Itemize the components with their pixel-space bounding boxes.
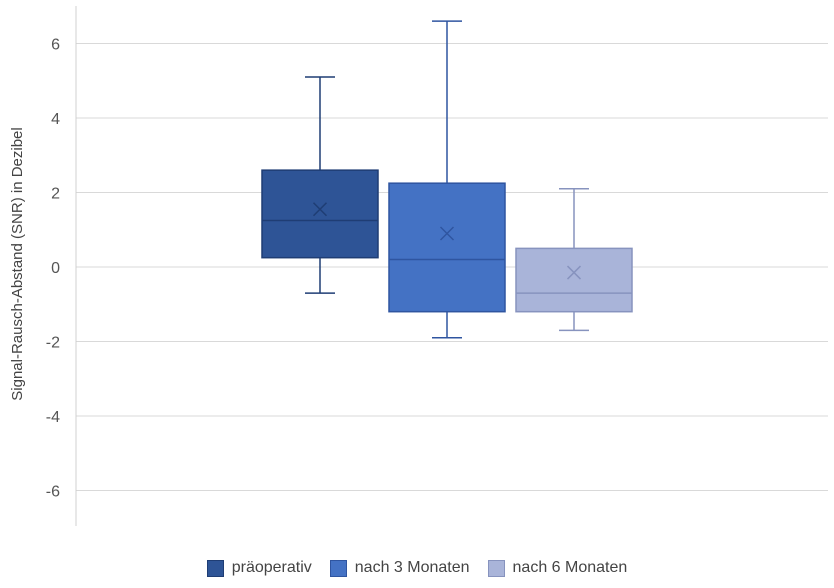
y-tick-label: -4 <box>46 409 60 426</box>
box-1 <box>261 76 379 294</box>
boxes <box>261 20 633 339</box>
box-plot-chart: 6 4 2 0 -2 -4 -6 Signal-Rausch-Abstand (SNR) i… <box>9 6 828 526</box>
mean-marker <box>439 226 455 241</box>
y-tick-label: -2 <box>46 335 60 352</box>
y-axis: 6 4 2 0 -2 -4 -6 <box>46 6 77 526</box>
legend-item: nach 3 Monaten <box>329 559 470 577</box>
box-iqr <box>388 182 506 313</box>
mean-marker <box>566 265 582 280</box>
box-2 <box>388 20 506 339</box>
box-3 <box>515 188 633 332</box>
legend-swatch <box>487 559 505 577</box>
y-tick-label: -6 <box>46 484 60 501</box>
legend: präoperativ nach 3 Monaten nach 6 Monaten <box>0 556 834 580</box>
mean-marker <box>312 202 328 217</box>
y-tick-label: 4 <box>51 111 60 128</box>
legend-item: nach 6 Monaten <box>487 559 628 577</box>
box-iqr <box>515 247 633 313</box>
y-tick-label: 2 <box>51 186 60 203</box>
legend-swatch <box>206 559 224 577</box>
legend-swatch <box>329 559 347 577</box>
legend-label: nach 3 Monaten <box>354 559 470 576</box>
legend-item: präoperativ <box>206 559 312 577</box>
y-tick-label: 6 <box>51 37 60 54</box>
legend-label: nach 6 Monaten <box>512 559 628 576</box>
y-axis-label: Signal-Rausch-Abstand (SNR) in Dezibel <box>9 127 26 400</box>
y-tick-label: 0 <box>51 260 60 277</box>
legend-label: präoperativ <box>231 559 312 576</box>
box-iqr <box>261 169 379 259</box>
